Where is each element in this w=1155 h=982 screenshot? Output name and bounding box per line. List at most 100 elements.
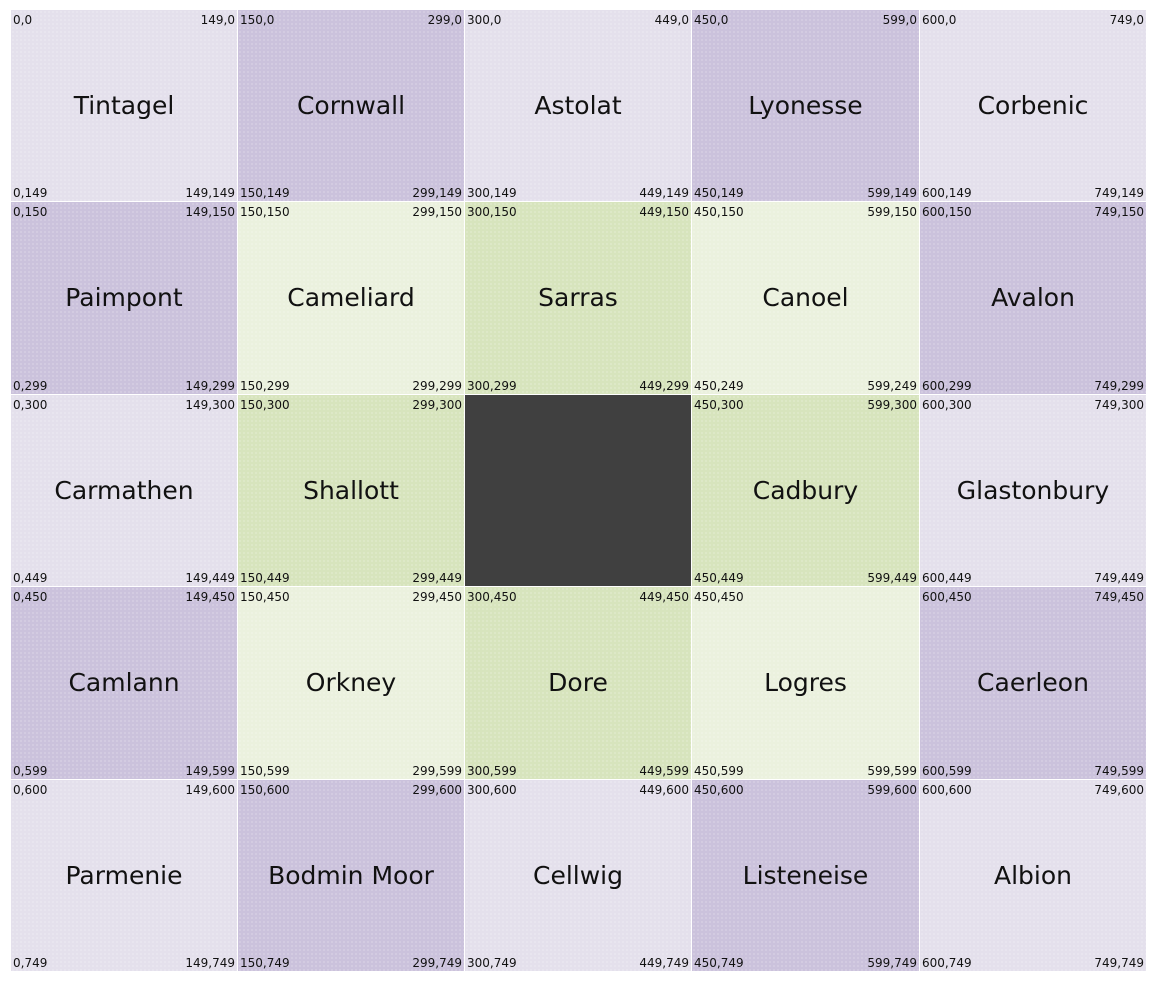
coord-top-right: 299,0 — [427, 13, 462, 27]
coord-bottom-left: 300,149 — [467, 186, 517, 200]
coord-bottom-left: 450,599 — [694, 764, 744, 778]
cell-lyonesse: 450,0 599,0 Lyonesse 450,149 599,149 — [692, 10, 919, 201]
coord-top-left: 600,150 — [922, 205, 972, 219]
coord-bottom-right: 449,749 — [639, 956, 689, 970]
coord-top-left: 150,600 — [240, 783, 290, 797]
cell-label: Parmenie — [65, 860, 183, 890]
coord-bottom-right: 599,249 — [867, 379, 917, 393]
coord-bottom-left: 0,299 — [13, 379, 48, 393]
coord-bottom-left: 450,449 — [694, 571, 744, 585]
coord-top-left: 450,300 — [694, 398, 744, 412]
coord-top-right: 749,0 — [1109, 13, 1144, 27]
coord-bottom-left: 600,599 — [922, 764, 972, 778]
coord-bottom-right: 749,299 — [1094, 379, 1144, 393]
cell-caerleon: 600,450 749,450 Caerleon 600,599 749,599 — [920, 587, 1146, 779]
coord-bottom-right: 599,449 — [867, 571, 917, 585]
cell-label: Cornwall — [296, 90, 406, 120]
coord-top-left: 150,0 — [240, 13, 275, 27]
cell-listeneise: 450,600 599,600 Listeneise 450,749 599,7… — [692, 780, 919, 971]
coord-top-right: 149,300 — [185, 398, 235, 412]
cell-label: Cadbury — [752, 475, 859, 505]
cell-label: Bodmin Moor — [268, 860, 434, 890]
coord-bottom-right: 149,449 — [185, 571, 235, 585]
coord-bottom-left: 450,249 — [694, 379, 744, 393]
coord-bottom-right: 299,449 — [412, 571, 462, 585]
coord-bottom-left: 600,299 — [922, 379, 972, 393]
cell-astolat: 300,0 449,0 Astolat 300,149 449,149 — [465, 10, 691, 201]
coord-bottom-right: 149,749 — [185, 956, 235, 970]
cell-label: Carmathen — [54, 475, 194, 505]
coord-bottom-right: 749,149 — [1094, 186, 1144, 200]
coord-bottom-right: 599,599 — [867, 764, 917, 778]
coord-top-right: 599,600 — [867, 783, 917, 797]
cell-canoel: 450,150 599,150 Canoel 450,249 599,249 — [692, 202, 919, 394]
cell-label: Cameliard — [287, 283, 415, 312]
cell-label: Caerleon — [977, 668, 1089, 697]
coord-top-left: 600,450 — [922, 590, 972, 604]
coord-top-right: 149,0 — [200, 13, 235, 27]
coord-bottom-left: 150,149 — [240, 186, 290, 200]
cell-shallott: 150,300 299,300 Shallott 150,449 299,449 — [238, 395, 464, 586]
coord-bottom-left: 0,449 — [13, 571, 48, 585]
coord-top-left: 150,450 — [240, 590, 290, 604]
coord-bottom-left: 0,149 — [13, 186, 48, 200]
coord-top-left: 450,450 — [694, 590, 744, 604]
cell-cellwig: 300,600 449,600 Cellwig 300,749 449,749 — [465, 780, 691, 971]
cell-logres: 450,450 Logres 450,599 599,599 — [692, 587, 919, 779]
coord-bottom-left: 600,449 — [922, 571, 972, 585]
cell-corbenic: 600,0 749,0 Corbenic 600,149 749,149 — [920, 10, 1146, 201]
coord-bottom-right: 749,449 — [1094, 571, 1144, 585]
cell-bodmin-moor: 150,600 299,600 Bodmin Moor 150,749 299,… — [238, 780, 464, 971]
coord-top-right: 449,450 — [639, 590, 689, 604]
coord-top-left: 0,150 — [13, 205, 48, 219]
cell-label: Albion — [993, 860, 1072, 890]
coord-top-right: 449,150 — [639, 205, 689, 219]
cell-cadbury: 450,300 599,300 Cadbury 450,449 599,449 — [692, 395, 919, 586]
coord-top-left: 300,0 — [467, 13, 502, 27]
coord-top-left: 300,150 — [467, 205, 517, 219]
coord-bottom-left: 450,149 — [694, 186, 744, 200]
cell-label: Camlann — [68, 668, 180, 697]
coord-bottom-left: 450,749 — [694, 956, 744, 970]
cell-avalon: 600,150 749,150 Avalon 600,299 749,299 — [920, 202, 1146, 394]
cell-label: Dore — [548, 668, 608, 697]
coord-top-right: 299,150 — [412, 205, 462, 219]
coord-bottom-right: 599,149 — [867, 186, 917, 200]
cell-label: Lyonesse — [748, 90, 863, 120]
coord-top-left: 600,300 — [922, 398, 972, 412]
coord-top-right: 749,600 — [1094, 783, 1144, 797]
coord-top-left: 0,600 — [13, 783, 48, 797]
coord-top-right: 149,450 — [185, 590, 235, 604]
coord-bottom-left: 0,749 — [13, 956, 48, 970]
cell-sarras: 300,150 449,150 Sarras 300,299 449,299 — [465, 202, 691, 394]
coord-bottom-left: 300,749 — [467, 956, 517, 970]
coord-bottom-right: 149,149 — [185, 186, 235, 200]
coord-top-right: 149,600 — [185, 783, 235, 797]
coord-bottom-right: 749,749 — [1094, 956, 1144, 970]
map-grid: 0,0 149,0 Tintagel 0,149 149,149 150,0 2… — [11, 10, 1146, 971]
cell-label: Corbenic — [977, 90, 1089, 120]
coord-bottom-left: 150,449 — [240, 571, 290, 585]
coord-bottom-right: 299,149 — [412, 186, 462, 200]
cell-label: Tintagel — [73, 90, 175, 120]
coord-bottom-left: 300,599 — [467, 764, 517, 778]
cell-glastonbury: 600,300 749,300 Glastonbury 600,449 749,… — [920, 395, 1146, 586]
coord-bottom-right: 599,749 — [867, 956, 917, 970]
coord-bottom-right: 449,149 — [639, 186, 689, 200]
cell-label: Glastonbury — [956, 475, 1110, 505]
coord-top-right: 599,150 — [867, 205, 917, 219]
cell-label: Canoel — [762, 283, 849, 312]
cell-label: Paimpont — [65, 283, 183, 312]
cell-camlann: 0,450 149,450 Camlann 0,599 149,599 — [11, 587, 237, 779]
coord-top-right: 749,150 — [1094, 205, 1144, 219]
cell-label: Sarras — [538, 283, 618, 312]
coord-top-left: 450,150 — [694, 205, 744, 219]
cell-label: Shallott — [303, 475, 399, 505]
coord-bottom-right: 149,299 — [185, 379, 235, 393]
coord-bottom-left: 150,599 — [240, 764, 290, 778]
coord-top-right: 299,300 — [412, 398, 462, 412]
coord-top-right: 749,300 — [1094, 398, 1144, 412]
cell-paimpont: 0,150 149,150 Paimpont 0,299 149,299 — [11, 202, 237, 394]
coord-top-right: 299,450 — [412, 590, 462, 604]
coord-bottom-right: 149,599 — [185, 764, 235, 778]
